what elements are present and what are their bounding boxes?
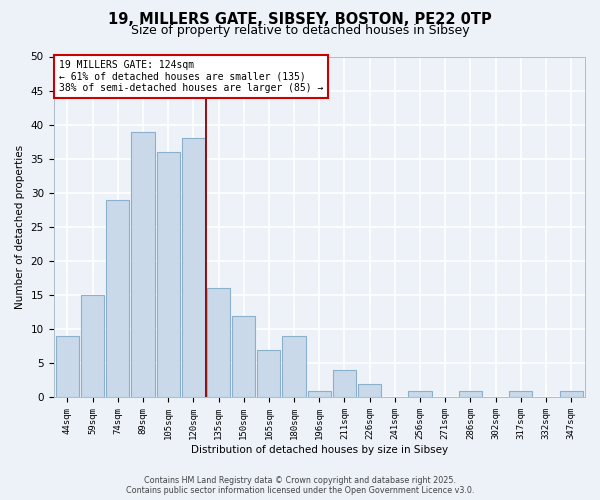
Bar — [81, 295, 104, 398]
Text: Contains HM Land Registry data © Crown copyright and database right 2025.
Contai: Contains HM Land Registry data © Crown c… — [126, 476, 474, 495]
Bar — [232, 316, 255, 398]
Bar — [509, 390, 532, 398]
Bar — [157, 152, 180, 398]
Bar — [106, 200, 130, 398]
Bar — [358, 384, 381, 398]
Y-axis label: Number of detached properties: Number of detached properties — [15, 145, 25, 309]
Text: 19 MILLERS GATE: 124sqm
← 61% of detached houses are smaller (135)
38% of semi-d: 19 MILLERS GATE: 124sqm ← 61% of detache… — [59, 60, 323, 93]
Bar — [459, 390, 482, 398]
Text: Size of property relative to detached houses in Sibsey: Size of property relative to detached ho… — [131, 24, 469, 37]
Text: 19, MILLERS GATE, SIBSEY, BOSTON, PE22 0TP: 19, MILLERS GATE, SIBSEY, BOSTON, PE22 0… — [108, 12, 492, 28]
Bar — [182, 138, 205, 398]
Bar — [283, 336, 305, 398]
Bar — [207, 288, 230, 398]
Bar — [560, 390, 583, 398]
Bar — [308, 390, 331, 398]
Bar — [333, 370, 356, 398]
Bar — [131, 132, 155, 398]
X-axis label: Distribution of detached houses by size in Sibsey: Distribution of detached houses by size … — [191, 445, 448, 455]
Bar — [257, 350, 280, 398]
Bar — [409, 390, 431, 398]
Bar — [56, 336, 79, 398]
